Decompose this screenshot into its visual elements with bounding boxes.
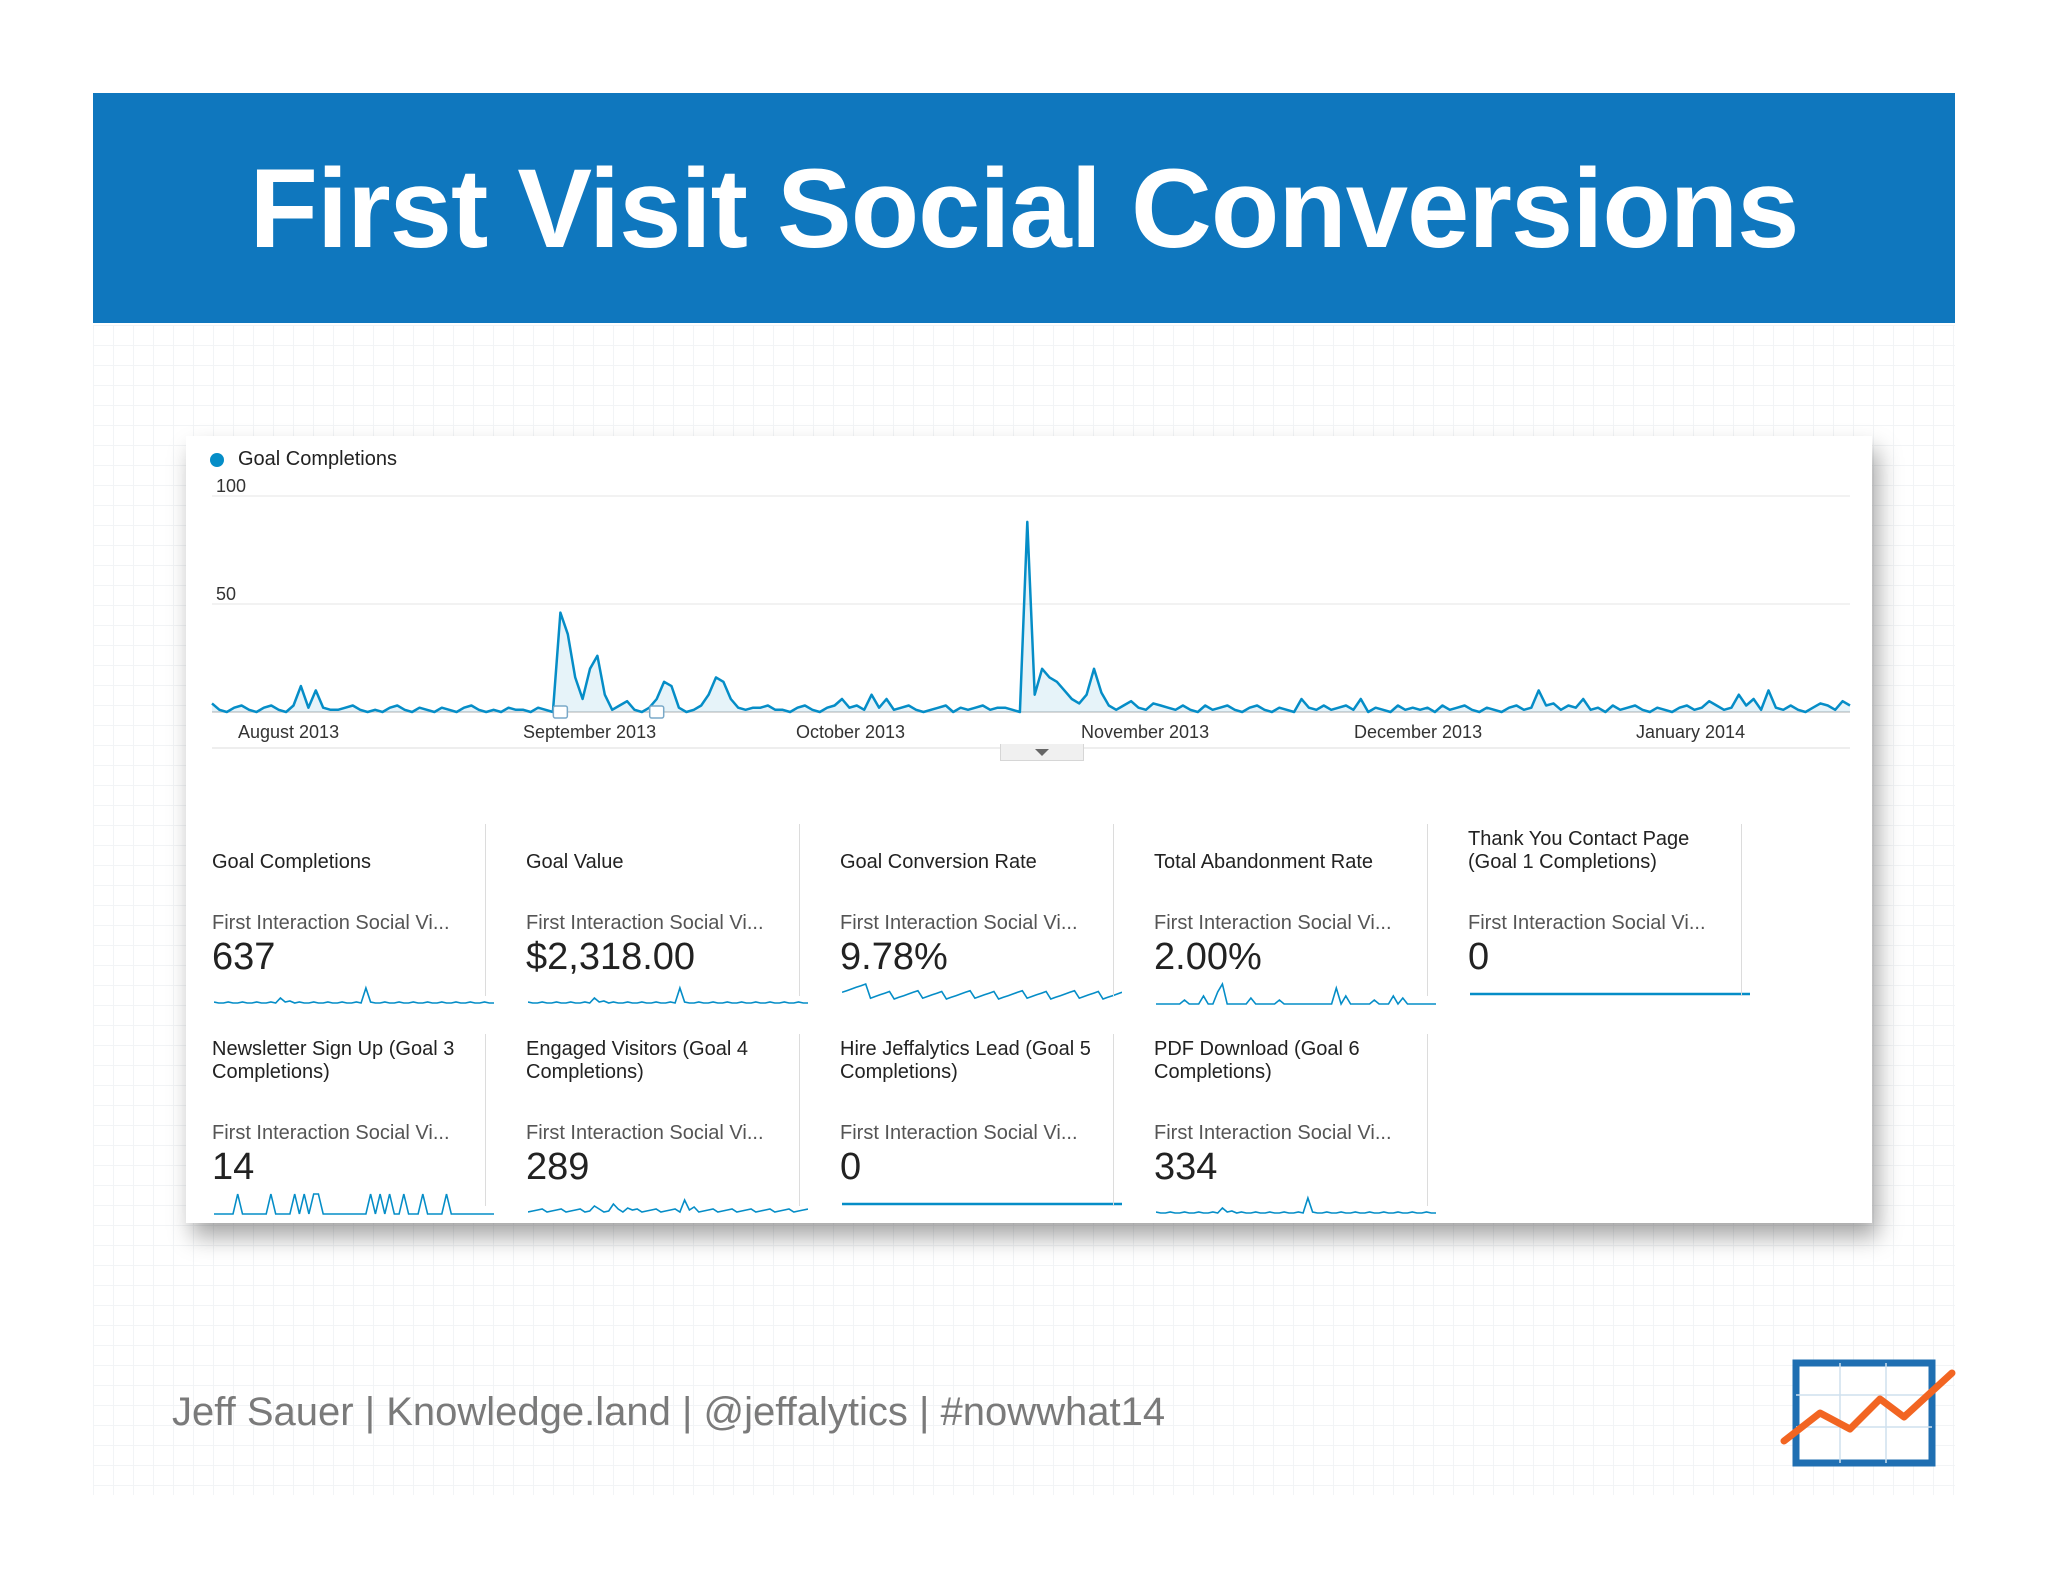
metric-value: 14 [212, 1146, 255, 1188]
metric-title: Total Abandonment Rate [1154, 851, 1374, 873]
sparkline-path [528, 985, 808, 1004]
divider [799, 1034, 800, 1206]
metric-card[interactable]: Goal Value First Interaction Social Vi..… [500, 816, 808, 1004]
metric-card[interactable]: PDF Download (Goal 6 Completions) First … [1128, 1026, 1436, 1214]
series-line [211, 520, 1851, 714]
metric-card[interactable]: Goal Completions First Interaction Socia… [186, 816, 494, 1004]
metric-value: 289 [526, 1146, 590, 1188]
legend-label: Goal Completions [238, 448, 397, 470]
sparkline [1156, 1195, 1436, 1214]
annotation-marker-icon[interactable] [552, 705, 569, 719]
sparkline [842, 1202, 1122, 1206]
x-tick-label: December 2013 [1354, 722, 1482, 742]
divider [485, 1034, 486, 1206]
divider [485, 824, 486, 996]
x-tick-label: September 2013 [523, 722, 656, 742]
metric-card[interactable]: Total Abandonment Rate First Interaction… [1128, 816, 1436, 1006]
metric-segment: First Interaction Social Vi... [212, 1122, 450, 1144]
metric-card[interactable]: Thank You Contact Page (Goal 1 Completio… [1442, 816, 1750, 996]
sparkline [214, 985, 494, 1004]
chart-legend[interactable]: Goal Completions [210, 448, 397, 471]
metric-value: 0 [840, 1146, 862, 1188]
x-tick-label: January 2014 [1636, 722, 1745, 742]
divider [1427, 1034, 1428, 1206]
x-tick-label: August 2013 [238, 722, 339, 742]
metric-segment: First Interaction Social Vi... [840, 912, 1078, 934]
sparkline-path [1156, 982, 1436, 1006]
metric-segment: First Interaction Social Vi... [526, 912, 764, 934]
metric-card[interactable]: Hire Jeffalytics Lead (Goal 5 Completion… [814, 1026, 1122, 1206]
metric-title: Thank You Contact Page (Goal 1 Completio… [1468, 828, 1690, 873]
divider [1741, 824, 1742, 996]
sparkline [528, 985, 808, 1004]
metric-title: Goal Conversion Rate [840, 851, 1037, 873]
metric-value: 0 [1468, 936, 1490, 978]
metric-segment: First Interaction Social Vi... [212, 912, 450, 934]
sparkline-path [214, 1193, 494, 1215]
metric-title: PDF Download (Goal 6 Completions) [1154, 1038, 1360, 1083]
sparkline-path [528, 1197, 808, 1214]
slide-title: First Visit Social Conversions [249, 145, 1800, 271]
footer-credits: Jeff Sauer | Knowledge.land | @jeffalyti… [172, 1390, 1166, 1434]
metric-value: 2.00% [1154, 936, 1262, 978]
chart-collapse-toggle[interactable] [1000, 744, 1084, 761]
sparkline-path [842, 982, 1122, 1000]
metric-segment: First Interaction Social Vi... [840, 1122, 1078, 1144]
x-tick-label: October 2013 [796, 722, 905, 742]
analytics-panel: 100 50 August 2013 September 2013 October 20… [186, 436, 1872, 1223]
metric-card[interactable]: Goal Conversion Rate First Interaction S… [814, 816, 1122, 1000]
annotation-marker-icon[interactable] [648, 705, 665, 719]
metric-segment: First Interaction Social Vi... [526, 1122, 764, 1144]
sparkline [528, 1197, 808, 1214]
trend-chart-logo [1780, 1359, 1956, 1467]
sparkline [1156, 982, 1436, 1006]
sparkline-path [1156, 1195, 1436, 1214]
metric-title: Goal Value [526, 851, 624, 873]
metric-segment: First Interaction Social Vi... [1154, 912, 1392, 934]
sparkline [214, 1193, 494, 1215]
metric-value: 334 [1154, 1146, 1218, 1188]
y-tick-label: 100 [216, 476, 246, 496]
metric-segment: First Interaction Social Vi... [1468, 912, 1706, 934]
metric-value: 9.78% [840, 936, 948, 978]
divider [1113, 824, 1114, 996]
metric-value: 637 [212, 936, 276, 978]
metric-card[interactable]: Engaged Visitors (Goal 4 Completions) Fi… [500, 1026, 808, 1214]
y-tick-label: 50 [216, 584, 236, 604]
title-banner: First Visit Social Conversions [93, 93, 1955, 323]
metric-segment: First Interaction Social Vi... [1154, 1122, 1392, 1144]
metric-title: Newsletter Sign Up (Goal 3 Completions) [212, 1038, 455, 1083]
metric-title: Engaged Visitors (Goal 4 Completions) [526, 1038, 748, 1083]
chevron-down-icon [1035, 748, 1049, 756]
sparkline [1470, 992, 1750, 996]
metric-title: Goal Completions [212, 851, 371, 873]
divider [1113, 1034, 1114, 1206]
metric-value: $2,318.00 [526, 936, 696, 978]
sparkline [842, 982, 1122, 1000]
metric-card[interactable]: Newsletter Sign Up (Goal 3 Completions) … [186, 1026, 494, 1215]
sparkline-path [214, 985, 494, 1004]
legend-dot-icon [210, 452, 224, 467]
divider [799, 824, 800, 996]
divider [1427, 824, 1428, 996]
metric-title: Hire Jeffalytics Lead (Goal 5 Completion… [840, 1038, 1091, 1083]
goal-completions-chart: 100 50 August 2013 September 2013 October 20… [211, 476, 1851, 749]
x-tick-label: November 2013 [1081, 722, 1209, 742]
